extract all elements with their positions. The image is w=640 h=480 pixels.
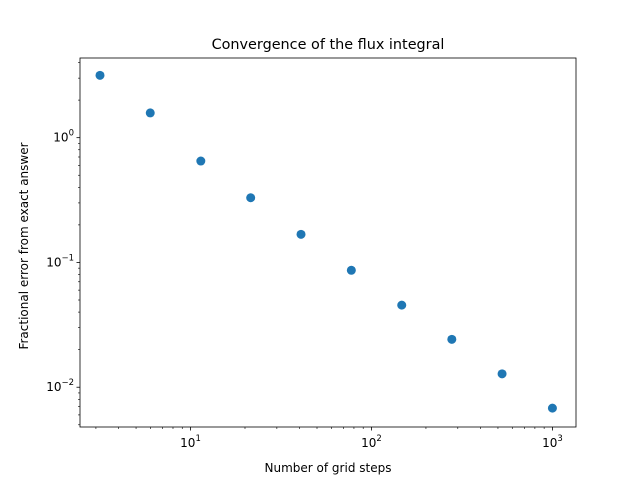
y-tick-label: 10−1 — [46, 253, 74, 269]
data-point — [397, 300, 407, 310]
x-tick-label: 102 — [361, 434, 382, 450]
y-tick-label: 100 — [53, 129, 74, 145]
y-axis-label: Fractional error from exact answer — [17, 142, 31, 349]
data-series — [95, 70, 557, 413]
data-point — [497, 369, 507, 379]
data-point — [196, 156, 206, 166]
y-tick-label: 10−2 — [46, 378, 74, 394]
axes-frame — [79, 57, 577, 428]
x-axis-label: Number of grid steps — [265, 461, 392, 475]
data-point — [95, 70, 105, 80]
chart-title: Convergence of the flux integral — [212, 37, 445, 53]
data-point — [547, 403, 557, 413]
data-point — [145, 108, 155, 118]
data-point — [246, 193, 256, 203]
x-tick-label: 103 — [542, 434, 563, 450]
data-point — [447, 334, 457, 344]
plot-area: 101 102 103 10−2 10−1 100 — [46, 57, 577, 450]
x-tick-label: 101 — [180, 434, 201, 450]
data-point — [296, 229, 306, 239]
data-point — [346, 265, 356, 275]
